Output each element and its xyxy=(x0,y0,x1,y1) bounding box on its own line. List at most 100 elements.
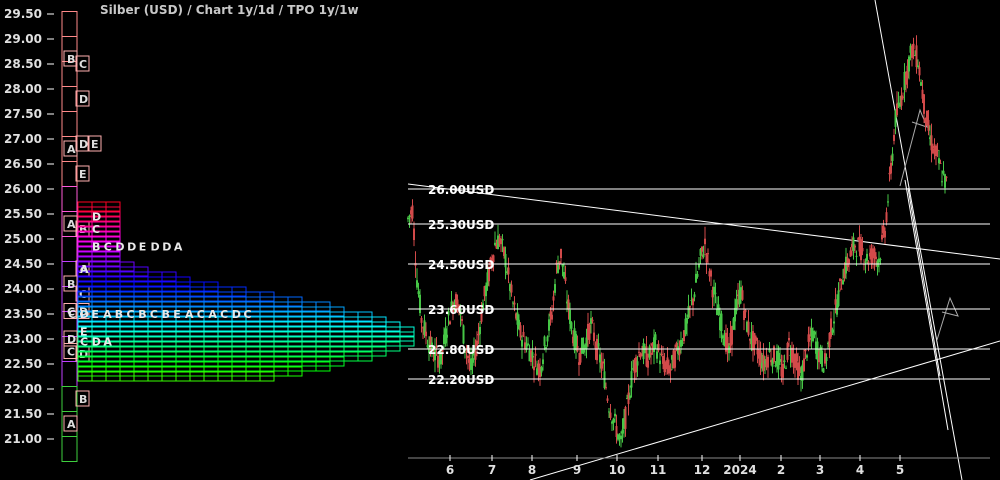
candle-body xyxy=(893,135,895,141)
candle-body xyxy=(638,351,640,353)
candle-body xyxy=(717,304,720,315)
candle-body xyxy=(617,434,619,440)
candle-body xyxy=(417,291,420,295)
candle-body xyxy=(422,327,424,329)
candle-body xyxy=(696,274,699,277)
tpo-letter-box xyxy=(63,140,78,157)
tpo-letter: B xyxy=(67,278,75,291)
candle-body xyxy=(701,246,703,252)
candle-body xyxy=(911,45,913,58)
candle-body xyxy=(753,333,756,345)
candle-body xyxy=(479,326,481,335)
candle-body xyxy=(687,306,690,318)
y-tick-label: 29.50 xyxy=(4,7,42,21)
level-label: 22.20USD xyxy=(428,373,494,387)
candle-body xyxy=(659,360,661,365)
tpo-letter: C xyxy=(67,306,75,319)
candle-body xyxy=(629,395,631,399)
candle-body xyxy=(525,343,528,350)
candle-body xyxy=(608,411,610,413)
candle-body xyxy=(407,217,409,220)
candle-body xyxy=(546,336,549,342)
tpo-letter: C xyxy=(67,346,75,359)
candle-body xyxy=(566,301,568,304)
candle-body xyxy=(825,357,828,361)
candle-body xyxy=(491,259,493,265)
candle-body xyxy=(728,346,730,354)
candle-body xyxy=(941,181,943,183)
candle-body xyxy=(579,348,582,363)
candle-body xyxy=(759,351,762,366)
candle-body xyxy=(504,253,507,268)
candle-body xyxy=(905,73,907,85)
trend-line xyxy=(904,179,949,431)
candle-body xyxy=(474,351,477,360)
candle-body xyxy=(797,362,799,380)
tpo-letter: D xyxy=(92,336,101,349)
x-tick-label: 2024 xyxy=(723,463,756,477)
y-tick-label: 26.50 xyxy=(4,157,42,171)
candle-body xyxy=(639,353,642,358)
candle-body xyxy=(597,343,600,347)
candle-body xyxy=(875,256,877,260)
x-tick-label: 4 xyxy=(856,463,864,477)
tpo-letter-box xyxy=(63,343,78,359)
candle-body xyxy=(935,145,937,157)
candle-body xyxy=(885,212,888,223)
candle-body xyxy=(734,307,736,322)
candle-body xyxy=(683,330,685,342)
candle-body xyxy=(665,361,667,366)
candle-body xyxy=(635,357,637,373)
candle-body xyxy=(758,349,760,359)
candle-body xyxy=(768,349,771,352)
candle-body xyxy=(486,272,489,286)
candle-body xyxy=(860,239,862,261)
candle-body xyxy=(675,342,678,348)
candle-body xyxy=(413,228,415,241)
candle-body xyxy=(821,350,823,367)
candle-body xyxy=(783,360,786,363)
candle-body xyxy=(786,342,789,360)
candle-body xyxy=(438,360,441,365)
candle-body xyxy=(528,350,531,362)
candle-body xyxy=(888,172,891,175)
candle-body xyxy=(572,336,574,344)
candle-body xyxy=(677,346,679,354)
candle-body xyxy=(849,250,852,257)
level-label: 23.60USD xyxy=(428,303,494,317)
candle-body xyxy=(851,243,853,248)
candle-body xyxy=(780,366,783,377)
candle-body xyxy=(852,237,855,251)
candle-body xyxy=(539,366,541,378)
candle-body xyxy=(699,249,702,256)
candle-body xyxy=(588,324,591,340)
candle-body xyxy=(782,363,784,378)
candle-body xyxy=(642,342,645,360)
candle-body xyxy=(447,310,450,316)
candle-body xyxy=(492,255,495,263)
tpo-letter: C xyxy=(79,288,87,301)
candle-body xyxy=(501,238,504,241)
candle-body xyxy=(620,435,622,440)
candle-body xyxy=(666,357,669,370)
candle-body xyxy=(890,162,892,174)
y-tick-label: 25.00 xyxy=(4,232,42,246)
candle-body xyxy=(788,337,790,341)
candle-body xyxy=(612,418,615,423)
candle-body xyxy=(879,259,882,261)
candle-body xyxy=(590,318,592,324)
y-axis: 29.50 29.00 28.50 28.00 27.50 27.00 26.50 26.00… xyxy=(4,7,54,446)
x-tick-label: 11 xyxy=(650,463,667,477)
candle-body xyxy=(470,358,472,370)
candle-body xyxy=(752,331,754,351)
candle-body xyxy=(485,285,487,297)
candle-body xyxy=(725,332,727,352)
candle-body xyxy=(933,145,936,149)
candle-body xyxy=(792,353,795,363)
tpo-letter: A xyxy=(208,308,217,321)
candle-body xyxy=(672,350,675,369)
candle-body xyxy=(884,230,886,238)
candle-body xyxy=(690,299,693,301)
candle-body xyxy=(647,360,649,368)
candle-body xyxy=(476,340,478,347)
